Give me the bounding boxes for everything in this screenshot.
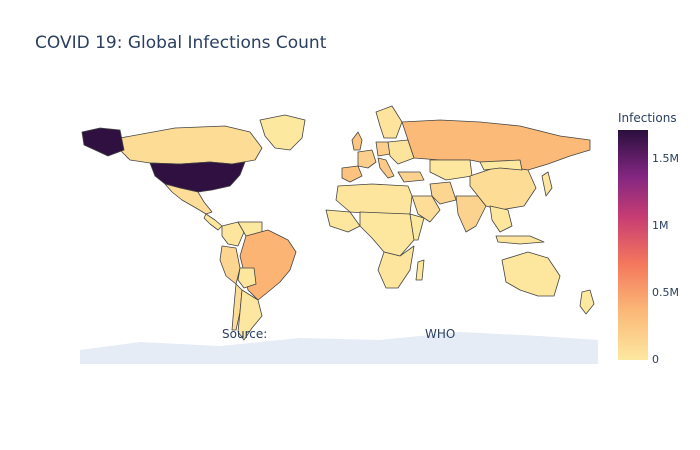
region-north-africa[interactable] (335, 183, 413, 215)
source-label: Source: (222, 327, 268, 341)
region-saudi-arabia[interactable] (411, 195, 441, 223)
region-india[interactable] (455, 195, 487, 233)
region-new-zealand[interactable] (579, 289, 595, 315)
colorbar-tick: 0 (652, 353, 659, 366)
region-france[interactable] (357, 149, 377, 169)
region-mexico[interactable] (164, 183, 213, 215)
source-value: WHO (425, 327, 456, 341)
colorbar-tick: 1M (652, 219, 669, 233)
chart-title: COVID 19: Global Infections Count (35, 33, 327, 53)
region-spain[interactable] (341, 165, 363, 183)
region-west-africa[interactable] (325, 209, 361, 233)
region-southeast-asia[interactable] (489, 205, 513, 233)
region-russia[interactable] (401, 119, 591, 171)
region-bolivia[interactable] (237, 267, 257, 289)
region-turkey[interactable] (397, 171, 425, 183)
region-peru[interactable] (219, 245, 241, 285)
region-east-africa[interactable] (409, 213, 425, 241)
region-central-africa[interactable] (359, 211, 415, 257)
region-eastern-europe[interactable] (387, 139, 415, 165)
region-japan[interactable] (541, 171, 553, 197)
region-italy[interactable] (377, 157, 395, 179)
region-scandinavia[interactable] (375, 105, 403, 139)
region-brazil[interactable] (239, 229, 297, 301)
colorbar (618, 130, 648, 360)
region-central-america[interactable] (203, 213, 223, 231)
region-argentina[interactable] (237, 289, 263, 341)
region-iran[interactable] (429, 181, 457, 205)
region-united-kingdom[interactable] (351, 131, 363, 151)
region-australia[interactable] (501, 251, 561, 297)
colorbar-tick: 1.5M (652, 152, 679, 166)
region-indonesia[interactable] (495, 235, 545, 245)
region-kazakhstan[interactable] (429, 159, 473, 181)
region-antarctica[interactable] (80, 332, 598, 364)
region-alaska[interactable] (81, 127, 125, 157)
colorbar-tick: 0.5M (652, 286, 679, 300)
region-southern-africa[interactable] (377, 245, 415, 289)
region-united-states[interactable] (149, 161, 246, 193)
region-canada[interactable] (119, 125, 263, 165)
region-madagascar[interactable] (415, 259, 425, 281)
colorbar-title: Infections (618, 111, 677, 125)
region-greenland[interactable] (259, 114, 306, 151)
region-mongolia[interactable] (479, 159, 523, 171)
